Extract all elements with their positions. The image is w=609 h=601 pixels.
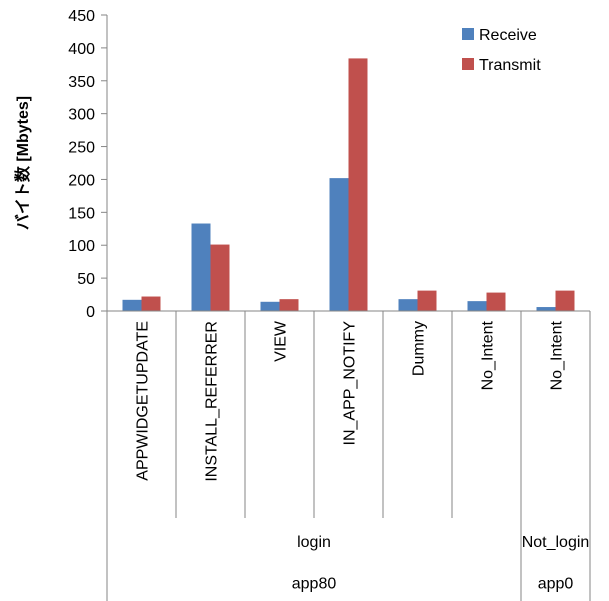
bar-receive-4 (398, 299, 418, 311)
group-label-app0: app0 (538, 576, 574, 593)
y-tick-label: 300 (68, 107, 95, 124)
category-label: VIEW (273, 320, 290, 362)
bar-transmit-0 (141, 296, 161, 311)
y-tick-label: 350 (68, 74, 95, 91)
bar-receive-0 (122, 299, 142, 311)
group-label-app80: app80 (292, 576, 337, 593)
legend-swatch-transmit (462, 58, 474, 70)
category-label: INSTALL_REFERRER (204, 321, 221, 482)
y-tick-label: 0 (86, 304, 95, 321)
bar-transmit-2 (279, 299, 299, 311)
legend-label-receive: Receive (479, 27, 537, 44)
x-axis: APPWIDGETUPDATE INSTALL_REFERRER VIEW IN_AP… (106, 310, 591, 601)
category-label: No_Intent (549, 320, 566, 390)
y-tick-label: 100 (68, 238, 95, 255)
category-label: IN_APP_NOTIFY (342, 321, 359, 446)
bar-receive-5 (467, 301, 487, 311)
legend-label-transmit: Transmit (479, 57, 541, 74)
bar-transmit-5 (486, 292, 506, 311)
bar-receive-3 (329, 178, 349, 311)
y-axis: 0 50 100 150 200 250 300 350 400 450 (68, 8, 108, 321)
category-label: Dummy (411, 321, 428, 376)
y-tick-label: 50 (77, 271, 95, 288)
bars (122, 58, 575, 312)
y-tick-label: 250 (68, 140, 95, 157)
bar-transmit-3 (348, 58, 368, 312)
category-label: No_Intent (480, 320, 497, 390)
bar-receive-6 (536, 307, 556, 311)
bar-transmit-4 (417, 290, 437, 311)
bar-receive-1 (191, 223, 211, 311)
y-tick-label: 200 (68, 172, 95, 189)
y-tick-label: 150 (68, 205, 95, 222)
bar-receive-2 (260, 301, 280, 311)
y-tick-label: 400 (68, 41, 95, 58)
legend-swatch-receive (462, 28, 474, 40)
legend: Receive Transmit (462, 27, 541, 74)
y-axis-label: バイト数 [Mbytes] (13, 96, 32, 230)
group-label-not-login: Not_login (522, 534, 590, 551)
category-label: APPWIDGETUPDATE (135, 321, 152, 481)
group-label-login: login (297, 534, 331, 551)
bar-transmit-6 (555, 290, 575, 311)
y-tick-label: 450 (68, 8, 95, 25)
bar-transmit-1 (210, 244, 230, 311)
